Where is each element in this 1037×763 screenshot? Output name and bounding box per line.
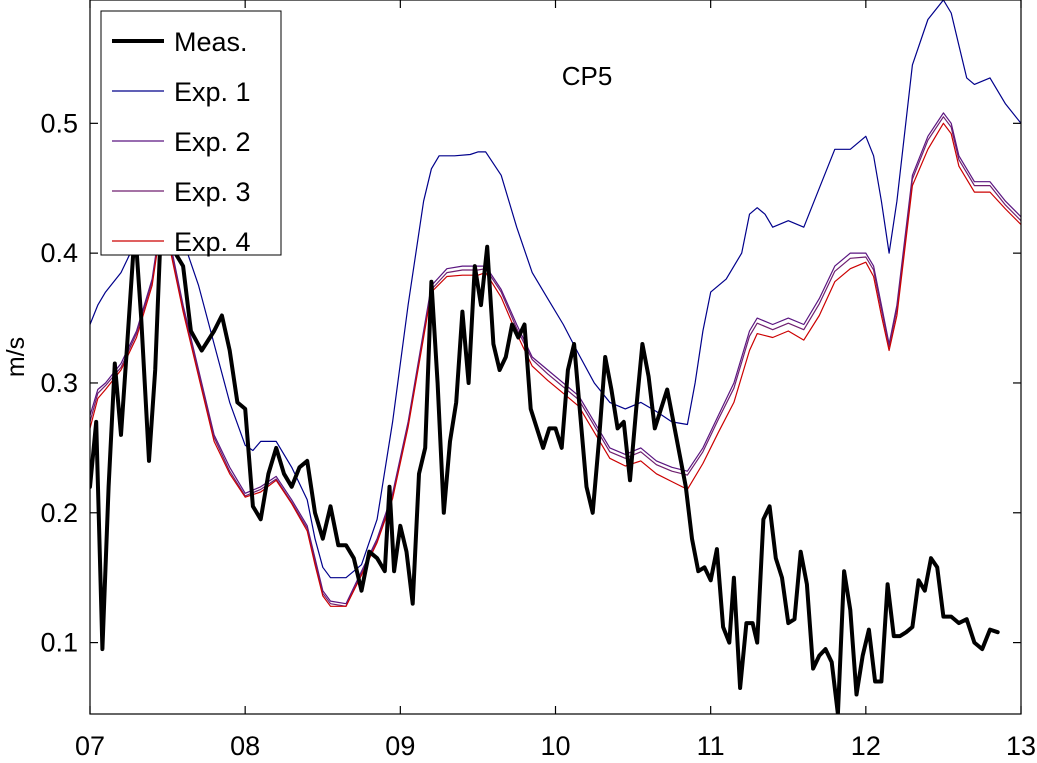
legend-label: Meas.: [174, 27, 248, 57]
y-tick-label: 0.4: [40, 238, 78, 268]
series-layer: [90, 0, 1021, 714]
chart-title: CP5: [562, 61, 613, 91]
y-axis-label: m/s: [2, 337, 30, 377]
y-tick-label: 0.3: [40, 368, 78, 398]
x-tick-label: 09: [385, 731, 415, 758]
x-tick-label: 12: [851, 731, 881, 758]
y-tick-label: 0.2: [40, 498, 78, 528]
legend: Meas. Exp. 1 Exp. 2 Exp. 3 Exp. 4: [100, 10, 282, 257]
legend-label: Exp. 3: [174, 177, 251, 207]
series-line-meas: [90, 212, 1000, 714]
legend-items: Meas. Exp. 1 Exp. 2 Exp. 3 Exp. 4: [112, 27, 251, 257]
y-tick-label: 0.1: [40, 628, 78, 658]
series-line-exp-4: [90, 122, 1021, 607]
x-tick-label: 07: [75, 731, 105, 758]
legend-label: Exp. 2: [174, 127, 251, 157]
axis-layer: 07 08 09 10 11 12 13 0.1 0.2 0.3 0.4 0.5: [40, 0, 1036, 761]
series-line-exp-3: [90, 116, 1021, 607]
legend-label: Exp. 1: [174, 77, 251, 107]
legend-label: Exp. 4: [174, 227, 251, 257]
x-tick-label: 13: [1006, 731, 1036, 758]
x-tick-label: 08: [230, 731, 260, 758]
x-tick-label: 11: [697, 731, 725, 758]
y-tick-label: 0.5: [40, 108, 78, 138]
legend-box: [100, 10, 282, 256]
x-tick-label: 10: [540, 731, 570, 758]
series-line-exp-2: [90, 112, 1021, 605]
